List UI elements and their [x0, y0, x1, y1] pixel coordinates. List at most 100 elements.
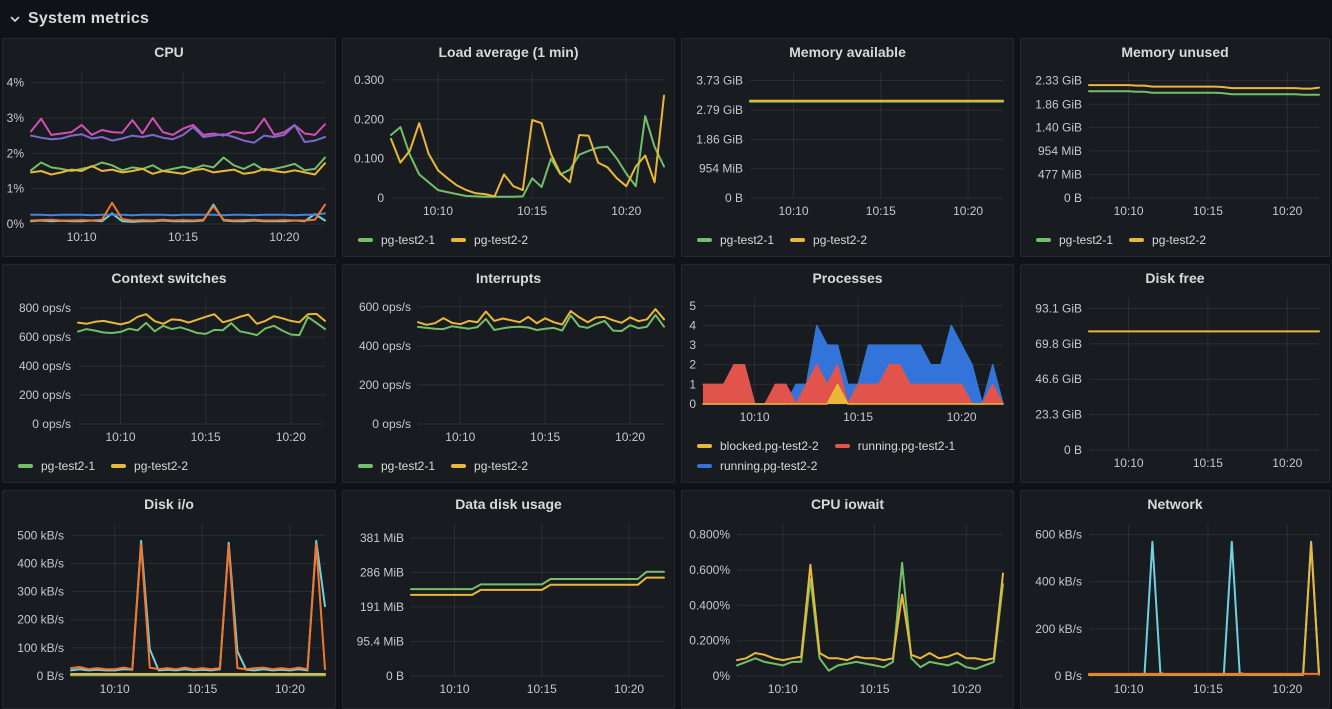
svg-text:1.86 GiB: 1.86 GiB — [1035, 97, 1082, 111]
svg-text:10:10: 10:10 — [1114, 204, 1144, 218]
panel-title-memory-available[interactable]: Memory available — [789, 44, 906, 60]
legend-label: pg-test2-1 — [41, 459, 96, 473]
legend-memory-available: pg-test2-1 pg-test2-2 — [682, 230, 1013, 256]
chart-memory-unused[interactable]: 0 B 477 MiB 954 MiB 1.40 GiB 1.86 GiB 2.33 Gi… — [1021, 66, 1329, 230]
svg-text:46.6 GiB: 46.6 GiB — [1035, 372, 1082, 386]
panel-title-processes[interactable]: Processes — [812, 270, 883, 286]
chart-disk-io[interactable]: 0 B/s 100 kB/s 200 kB/s 300 kB/s 400 kB/s 500… — [3, 518, 335, 708]
chart-cpu[interactable]: 0% 1% 2% 3% 4% 10:10 10:15 10:20 — [3, 66, 335, 256]
panel-title-disk-io[interactable]: Disk i/o — [144, 496, 194, 512]
chart-network[interactable]: 0 B/s 200 kB/s 400 kB/s 600 kB/s 10:10 10:15 1… — [1021, 518, 1329, 708]
svg-text:10:10: 10:10 — [100, 682, 130, 696]
chart-canvas-data-disk-usage[interactable]: 0 B 95.4 MiB 191 MiB 286 MiB 381 MiB 10:10 10:… — [343, 518, 674, 708]
legend-swatch-icon — [790, 238, 806, 242]
svg-text:0.200%: 0.200% — [689, 634, 730, 648]
svg-text:10:15: 10:15 — [517, 204, 547, 218]
svg-text:10:10: 10:10 — [1114, 682, 1144, 696]
legend-swatch-icon — [697, 238, 712, 242]
legend-item[interactable]: pg-test2-2 — [1129, 231, 1206, 249]
svg-text:0.100: 0.100 — [354, 152, 384, 166]
chevron-down-icon — [9, 13, 21, 25]
chart-canvas-memory-unused[interactable]: 0 B 477 MiB 954 MiB 1.40 GiB 1.86 GiB 2.33 Gi… — [1021, 66, 1329, 230]
legend-item[interactable]: running.pg-test2-2 — [697, 457, 817, 475]
svg-text:2%: 2% — [7, 146, 25, 160]
panel-title-data-disk-usage[interactable]: Data disk usage — [455, 496, 562, 512]
svg-text:10:15: 10:15 — [1193, 456, 1223, 470]
svg-text:400 kB/s: 400 kB/s — [17, 556, 64, 570]
svg-text:2.33 GiB: 2.33 GiB — [1035, 74, 1082, 88]
svg-text:0.300: 0.300 — [354, 73, 384, 87]
legend-item[interactable]: running.pg-test2-1 — [834, 437, 955, 455]
panel-title-cpu[interactable]: CPU — [154, 44, 184, 60]
chart-disk-free[interactable]: 0 B 23.3 GiB 46.6 GiB 69.8 GiB 93.1 GiB 10:10… — [1021, 292, 1329, 482]
svg-text:3.73 GiB: 3.73 GiB — [696, 74, 743, 88]
panel-data-disk-usage: Data disk usage 0 B 95.4 MiB 191 MiB 286 MiB… — [342, 490, 675, 709]
panel-title-memory-unused[interactable]: Memory unused — [1121, 44, 1229, 60]
chart-canvas-cpu[interactable]: 0% 1% 2% 3% 4% 10:10 10:15 10:20 — [3, 66, 335, 256]
svg-text:10:15: 10:15 — [191, 430, 221, 444]
chart-canvas-processes[interactable]: 0 1 2 3 4 5 10:10 10:15 10:20 — [682, 292, 1013, 436]
legend-item[interactable]: pg-test2-1 — [1036, 231, 1113, 249]
chart-interrupts[interactable]: 0 ops/s 200 ops/s 400 ops/s 600 ops/s 10:10 1… — [343, 292, 674, 456]
chart-context-switches[interactable]: 0 ops/s 200 ops/s 400 ops/s 600 ops/s 800 op… — [3, 292, 335, 456]
legend-label: pg-test2-1 — [720, 233, 775, 247]
legend-item[interactable]: pg-test2-1 — [358, 457, 435, 475]
legend-interrupts: pg-test2-1 pg-test2-2 — [343, 456, 674, 482]
svg-text:2: 2 — [689, 358, 696, 372]
chart-canvas-network[interactable]: 0 B/s 200 kB/s 400 kB/s 600 kB/s 10:10 10:15 1… — [1021, 518, 1329, 708]
legend-swatch-icon — [358, 464, 373, 468]
legend-item[interactable]: pg-test2-1 — [358, 231, 435, 249]
panel-title-network[interactable]: Network — [1147, 496, 1203, 512]
svg-text:3%: 3% — [7, 111, 25, 125]
chart-cpu-iowait[interactable]: 0% 0.200% 0.400% 0.600% 0.800% 10:10 10:15 10:2… — [682, 518, 1013, 708]
legend-item[interactable]: pg-test2-1 — [18, 457, 95, 475]
section-header-system-metrics[interactable]: System metrics — [0, 0, 1332, 38]
legend-item[interactable]: pg-test2-2 — [451, 231, 528, 249]
svg-text:10:10: 10:10 — [1114, 456, 1144, 470]
chart-canvas-load-average[interactable]: 0 0.100 0.200 0.300 10:10 10:15 10:20 — [343, 66, 674, 230]
section-title: System metrics — [28, 10, 150, 27]
panel-interrupts: Interrupts 0 ops/s 200 ops/s 400 ops/s 600 o… — [342, 264, 675, 483]
chart-processes[interactable]: 0 1 2 3 4 5 10:10 10:15 10:20 — [682, 292, 1013, 436]
svg-text:10:10: 10:10 — [423, 204, 453, 218]
chart-canvas-cpu-iowait[interactable]: 0% 0.200% 0.400% 0.600% 0.800% 10:10 10:15 10:2… — [682, 518, 1013, 708]
svg-text:10:10: 10:10 — [778, 204, 808, 218]
legend-item[interactable]: blocked.pg-test2-2 — [697, 437, 819, 455]
chart-load-average[interactable]: 0 0.100 0.200 0.300 10:10 10:15 10:20 — [343, 66, 674, 230]
svg-text:200 kB/s: 200 kB/s — [1035, 622, 1082, 636]
legend-item[interactable]: pg-test2-2 — [111, 457, 188, 475]
svg-text:0 B: 0 B — [1064, 443, 1082, 457]
chart-canvas-context-switches[interactable]: 0 ops/s 200 ops/s 400 ops/s 600 ops/s 800 op… — [3, 292, 335, 456]
svg-text:600 ops/s: 600 ops/s — [359, 300, 411, 314]
legend-label: pg-test2-1 — [1059, 233, 1114, 247]
svg-text:10:20: 10:20 — [269, 230, 299, 244]
legend-swatch-icon — [1036, 238, 1051, 242]
svg-text:1.86 GiB: 1.86 GiB — [696, 132, 743, 146]
panel-title-interrupts[interactable]: Interrupts — [475, 270, 542, 286]
svg-text:10:10: 10:10 — [768, 682, 798, 696]
svg-text:93.1 GiB: 93.1 GiB — [1035, 302, 1082, 316]
chart-data-disk-usage[interactable]: 0 B 95.4 MiB 191 MiB 286 MiB 381 MiB 10:10 10:… — [343, 518, 674, 708]
chart-canvas-disk-free[interactable]: 0 B 23.3 GiB 46.6 GiB 69.8 GiB 93.1 GiB 10:10… — [1021, 292, 1329, 482]
svg-text:800 ops/s: 800 ops/s — [19, 301, 71, 315]
svg-text:600 kB/s: 600 kB/s — [1035, 528, 1082, 542]
legend-item[interactable]: pg-test2-2 — [451, 457, 528, 475]
svg-text:10:20: 10:20 — [947, 410, 977, 424]
chart-memory-available[interactable]: 0 B 954 MiB 1.86 GiB 2.79 GiB 3.73 GiB 10:10 1… — [682, 66, 1013, 230]
chart-canvas-interrupts[interactable]: 0 ops/s 200 ops/s 400 ops/s 600 ops/s 10:10 1… — [343, 292, 674, 456]
panel-title-load-average[interactable]: Load average (1 min) — [438, 44, 579, 60]
legend-label: pg-test2-2 — [1152, 233, 1207, 247]
svg-text:10:10: 10:10 — [105, 430, 135, 444]
chart-canvas-disk-io[interactable]: 0 B/s 100 kB/s 200 kB/s 300 kB/s 400 kB/s 500… — [3, 518, 335, 708]
legend-item[interactable]: pg-test2-2 — [790, 231, 867, 249]
legend-label: pg-test2-1 — [381, 459, 436, 473]
panel-title-context-switches[interactable]: Context switches — [111, 270, 227, 286]
legend-item[interactable]: pg-test2-1 — [697, 231, 774, 249]
panel-title-cpu-iowait[interactable]: CPU iowait — [810, 496, 885, 512]
panel-title-disk-free[interactable]: Disk free — [1145, 270, 1205, 286]
dashboard-grid: CPU 0% 1% 2% 3% 4% 10:10 10:15 10:20 Load average… — [0, 38, 1332, 709]
chart-canvas-memory-available[interactable]: 0 B 954 MiB 1.86 GiB 2.79 GiB 3.73 GiB 10:10 1… — [682, 66, 1013, 230]
svg-text:0.200: 0.200 — [354, 112, 384, 126]
svg-text:10:20: 10:20 — [1272, 682, 1302, 696]
legend-swatch-icon — [834, 444, 850, 448]
